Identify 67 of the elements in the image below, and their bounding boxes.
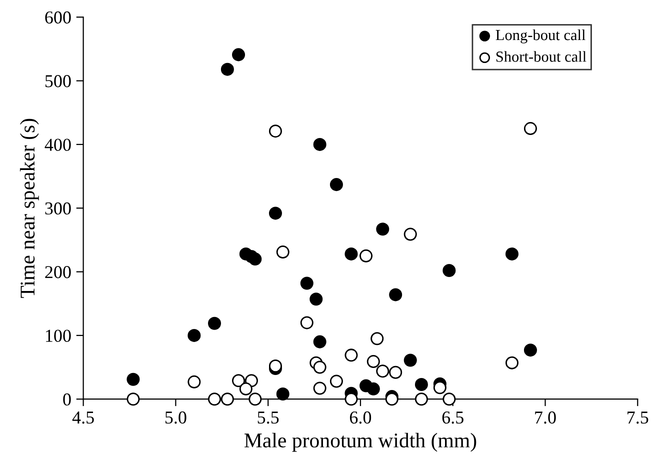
point: [344, 392, 358, 406]
point: [389, 288, 402, 302]
point: [389, 366, 402, 379]
x-tick-label: 7.5: [628, 412, 648, 424]
point: [208, 392, 222, 406]
y-tick-label: 600: [45, 11, 71, 24]
point: [366, 382, 380, 396]
point: [276, 246, 290, 259]
point: [232, 48, 246, 62]
y-tick-label: 100: [46, 330, 71, 342]
point: [414, 378, 428, 391]
y-tick-label: 0: [63, 393, 71, 406]
x-tick-label: 6.5: [442, 411, 464, 424]
x-tick-label: 7.0: [535, 411, 556, 424]
y-tick-label: 200: [45, 266, 71, 278]
y-axis-title: Time near speaker (s): [20, 118, 39, 298]
point: [524, 344, 537, 357]
point: [313, 382, 326, 395]
point: [370, 332, 384, 346]
point: [385, 392, 398, 406]
point: [404, 228, 417, 241]
point: [268, 124, 282, 138]
x-axis-title: Male pronotum width (mm): [244, 432, 476, 452]
x-tick-label: 6.0: [350, 411, 372, 424]
point: [442, 392, 456, 406]
x-tick-label: 5.0: [165, 411, 186, 424]
point: [524, 122, 537, 136]
point: [442, 264, 456, 278]
point: [126, 372, 140, 386]
y-tick-label: 400: [44, 138, 71, 151]
point: [330, 178, 343, 192]
point: [126, 392, 140, 406]
point: [188, 375, 201, 388]
point: [366, 355, 380, 368]
point: [300, 316, 314, 330]
point: [248, 392, 262, 406]
point: [505, 356, 518, 370]
x-tick-label: 5.5: [258, 412, 279, 424]
point: [433, 381, 446, 394]
point: [313, 138, 326, 151]
point: [208, 316, 222, 330]
point: [268, 359, 282, 373]
point: [268, 206, 282, 220]
point: [248, 252, 262, 266]
y-tick-label: 300: [45, 202, 71, 215]
point: [414, 392, 428, 406]
x-tick-label: 4.5: [72, 412, 94, 424]
point: [376, 222, 390, 236]
point: [330, 374, 343, 388]
point: [344, 247, 358, 260]
point: [313, 335, 326, 348]
point: [344, 348, 358, 362]
point: [360, 249, 373, 262]
legend-label: Short-bout call: [496, 51, 586, 62]
point: [276, 388, 290, 401]
legend-label: Long-bout call: [496, 29, 586, 44]
point: [188, 328, 201, 342]
point: [310, 292, 323, 306]
point: [220, 392, 234, 406]
point: [239, 382, 252, 396]
point: [404, 354, 417, 367]
y-tick-label: 500: [45, 75, 71, 88]
point: [220, 62, 234, 76]
point: [313, 360, 326, 374]
point: [505, 247, 518, 260]
point: [376, 364, 390, 378]
point: [300, 276, 314, 290]
